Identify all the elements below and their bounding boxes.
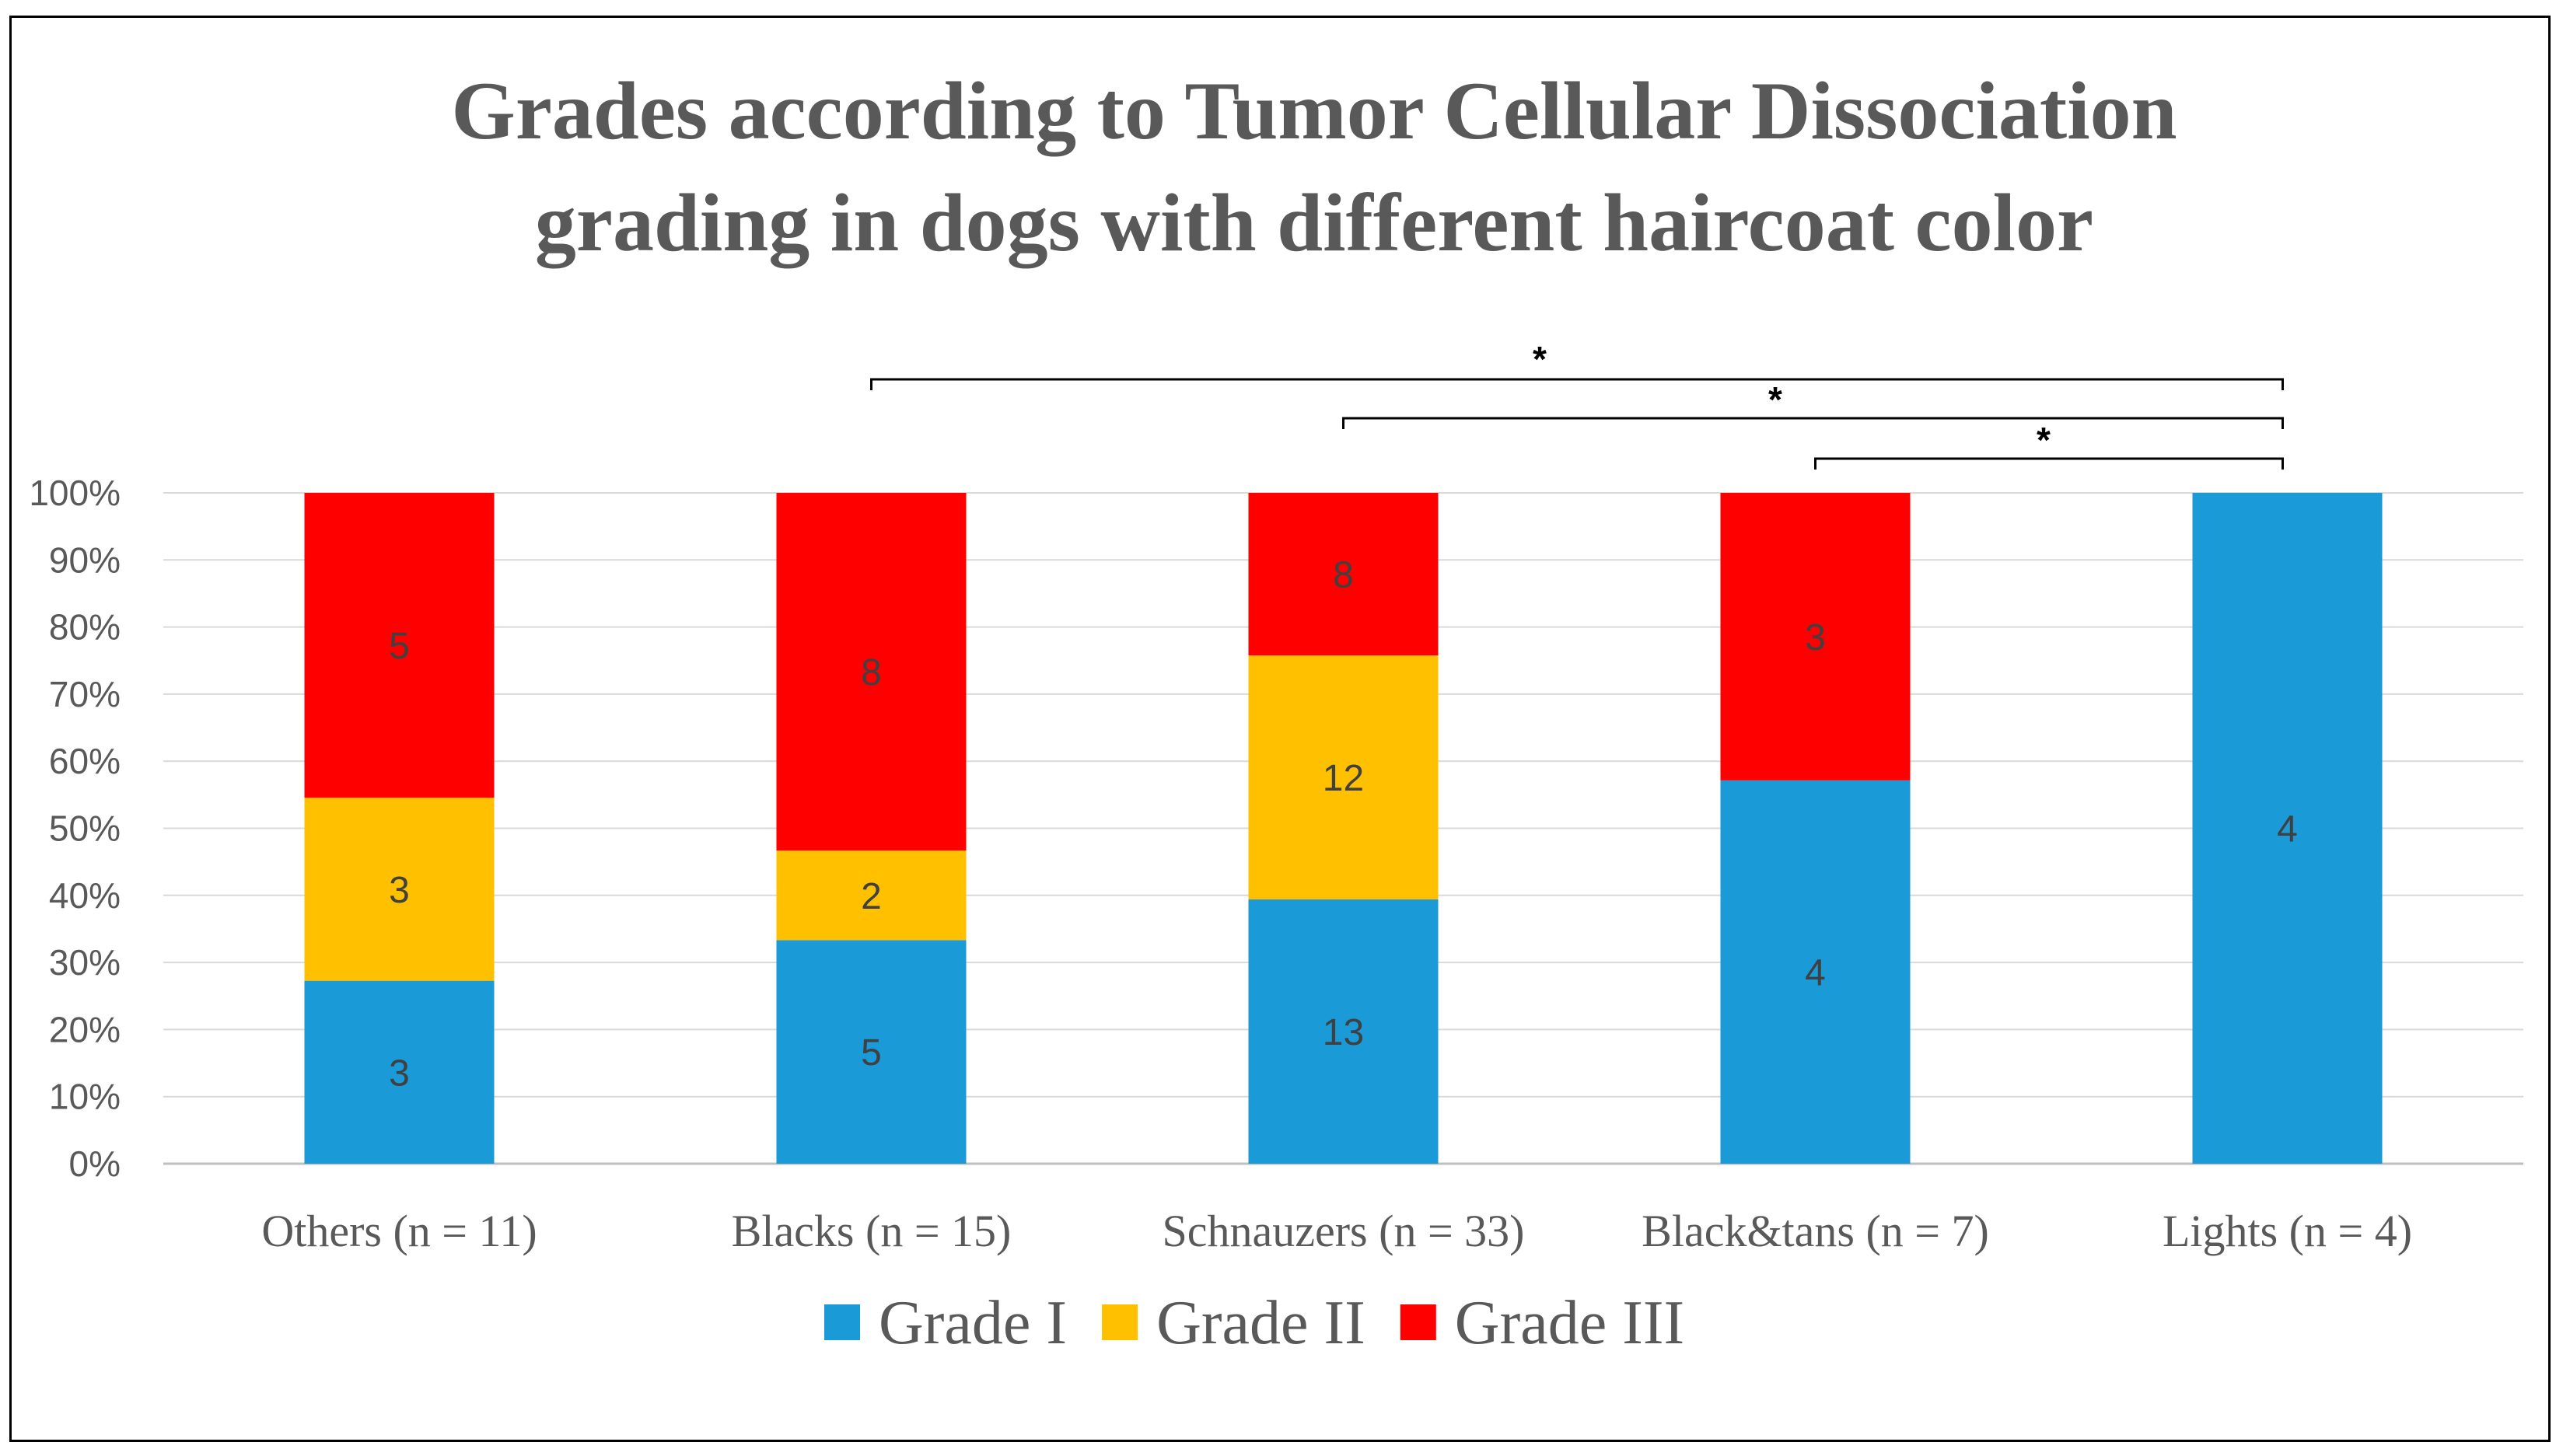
data-label: 5 [389,626,410,667]
x-category-label: Schnauzers (n = 33) [1163,1206,1525,1256]
y-tick-label: 90% [49,539,121,580]
bar-grade-iii [1720,493,1911,780]
bar-grade-i [1720,780,1911,1164]
data-label: 4 [1805,952,1826,993]
bar-grade-iii [304,493,495,798]
y-tick-label: 50% [49,808,121,849]
significance-bracket [870,378,2284,390]
data-label: 5 [861,1032,882,1074]
x-category-label: Blacks (n = 15) [732,1206,1012,1256]
significance-star: * [1768,379,1782,420]
y-tick-label: 30% [49,942,121,983]
significance-bracket [1342,417,2284,429]
chart-title-line-2: grading in dogs with different haircoat … [535,177,2093,268]
data-label: 3 [389,1053,410,1094]
bar-grade-i [304,980,495,1164]
y-tick-label: 80% [49,607,121,648]
legend-label-grade-i: Grade I [879,1289,1067,1357]
legend-label-grade-ii: Grade II [1156,1289,1365,1357]
y-tick-label: 40% [49,875,121,916]
bar-grade-ii [1248,655,1439,900]
significance-star: * [2037,420,2051,460]
data-label: 2 [861,876,882,917]
x-category-label: Lights (n = 4) [2163,1206,2412,1256]
bar-grade-ii [304,798,495,981]
y-tick-label: 10% [49,1077,121,1117]
legend-swatch-grade-ii [1102,1304,1138,1340]
legend-label-grade-iii: Grade III [1455,1289,1684,1357]
bar-grade-i [776,940,967,1164]
y-tick-label: 70% [49,674,121,714]
y-tick-label: 60% [49,741,121,781]
data-label: 12 [1323,758,1364,799]
significance-star: * [1533,339,1547,379]
x-category-label: Others (n = 11) [261,1206,537,1256]
bar-grade-i [1248,899,1439,1164]
bar-grade-iii [1248,493,1439,656]
legend-swatch-grade-iii [1400,1304,1436,1340]
bar-grade-iii [776,493,967,851]
bar-grade-i [2192,493,2383,1164]
y-tick-label: 100% [29,473,121,513]
bar-grade-ii [776,850,967,941]
data-label: 8 [1333,555,1354,596]
y-tick-label: 0% [69,1144,121,1184]
data-label: 13 [1323,1012,1364,1053]
data-label: 4 [2277,809,2298,850]
chart-title-line-1: Grades according to Tumor Cellular Disso… [451,65,2177,156]
data-label: 8 [861,652,882,693]
legend-swatch-grade-i [824,1304,860,1340]
data-label: 3 [1805,617,1826,658]
data-label: 3 [389,870,410,911]
y-tick-label: 20% [49,1009,121,1049]
significance-bracket [1814,457,2284,470]
x-category-label: Black&tans (n = 7) [1642,1206,1989,1256]
